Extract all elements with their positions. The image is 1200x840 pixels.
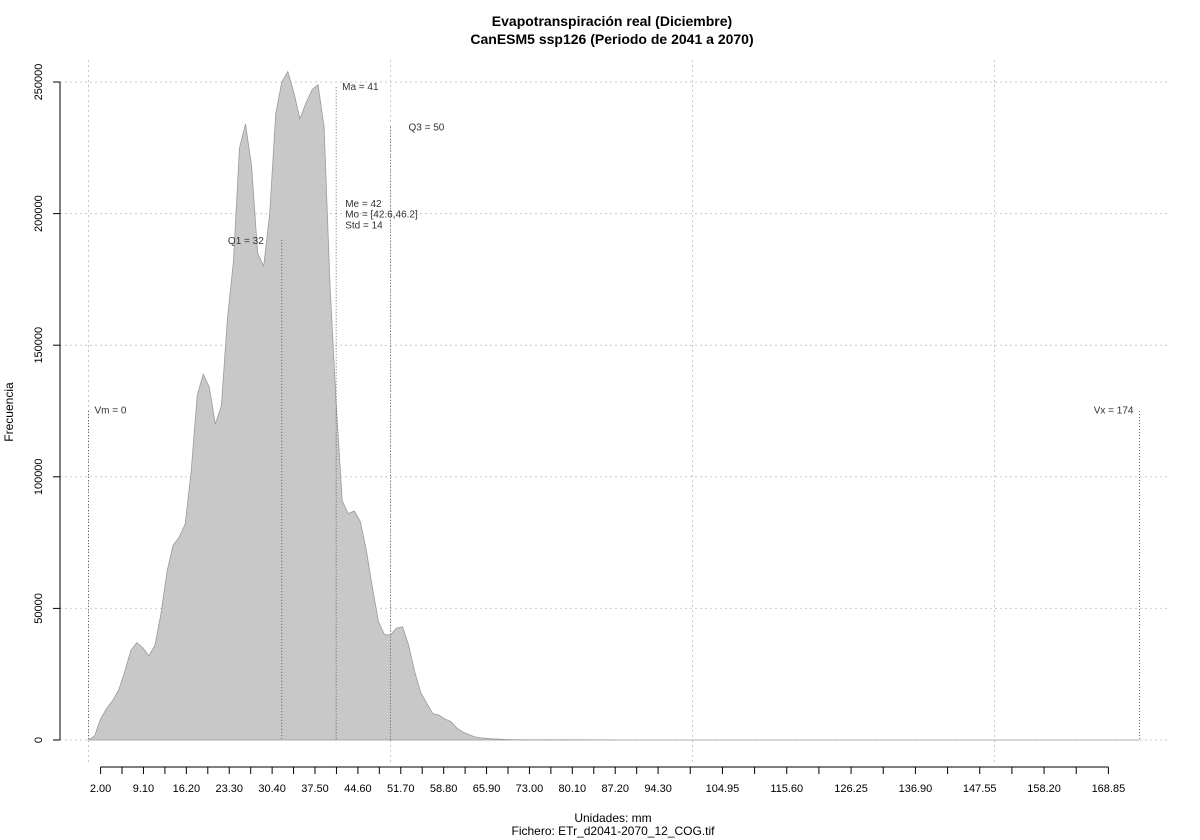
y-tick-label: 0 — [33, 737, 45, 743]
annotation-label: Vx = 174 — [1094, 406, 1134, 417]
y-tick-label: 100000 — [33, 458, 45, 495]
x-tick-label: 104.95 — [706, 783, 740, 795]
annotation-label: Q3 = 50 — [409, 123, 445, 134]
x-tick-label: 44.60 — [344, 783, 372, 795]
x-tick-label: 87.20 — [601, 783, 629, 795]
x-tick-label: 80.10 — [559, 783, 587, 795]
x-tick-label: 9.10 — [133, 783, 154, 795]
x-tick-label: 23.30 — [215, 783, 243, 795]
stat-label: Me = 42 — [345, 199, 382, 210]
y-tick-label: 50000 — [33, 593, 45, 624]
y-tick-label: 150000 — [33, 327, 45, 364]
chart-title: Evapotranspiración real (Diciembre) — [492, 13, 732, 29]
chart-subtitle: CanESM5 ssp126 (Periodo de 2041 a 2070) — [470, 31, 753, 47]
x-tick-label: 65.90 — [473, 783, 501, 795]
file-footer: Fichero: ETr_d2041-2070_12_COG.tif — [512, 824, 716, 838]
x-tick-label: 94.30 — [644, 783, 672, 795]
x-tick-label: 37.50 — [301, 783, 329, 795]
x-tick-label: 158.20 — [1027, 783, 1061, 795]
x-axis-label: Unidades: mm — [574, 811, 651, 825]
x-tick-label: 168.85 — [1092, 783, 1126, 795]
x-tick-label: 2.00 — [90, 783, 111, 795]
stat-label: Std = 14 — [345, 221, 383, 232]
annotation-label: Q1 = 32 — [228, 236, 264, 247]
x-tick-label: 126.25 — [834, 783, 868, 795]
y-axis-label: Frecuencia — [2, 382, 16, 442]
x-tick-label: 51.70 — [387, 783, 415, 795]
x-tick-label: 147.55 — [963, 783, 997, 795]
y-tick-label: 250000 — [33, 64, 45, 101]
x-tick-label: 136.90 — [899, 783, 933, 795]
stat-annotations: Vm = 0 Q1 = 32 Ma = 41 Q3 = 50 Vx = 174 Me = … — [88, 82, 1140, 740]
stat-label: Mo = [42.6,46.2] — [345, 210, 418, 221]
x-tick-label: 73.00 — [516, 783, 544, 795]
frequency-area — [87, 70, 1140, 741]
x-tick-label: 16.20 — [173, 783, 201, 795]
annotation-label: Vm = 0 — [95, 406, 127, 417]
y-tick-label: 200000 — [33, 195, 45, 232]
x-tick-label: 115.60 — [770, 783, 803, 795]
x-tick-label: 58.80 — [430, 783, 458, 795]
axes: 0 50000 100000 150000 200000 250000 2.00 9.10 16… — [33, 64, 1125, 795]
x-tick-label: 30.40 — [258, 783, 286, 795]
annotation-label: Ma = 41 — [342, 82, 379, 93]
frequency-area-path — [87, 70, 1140, 741]
